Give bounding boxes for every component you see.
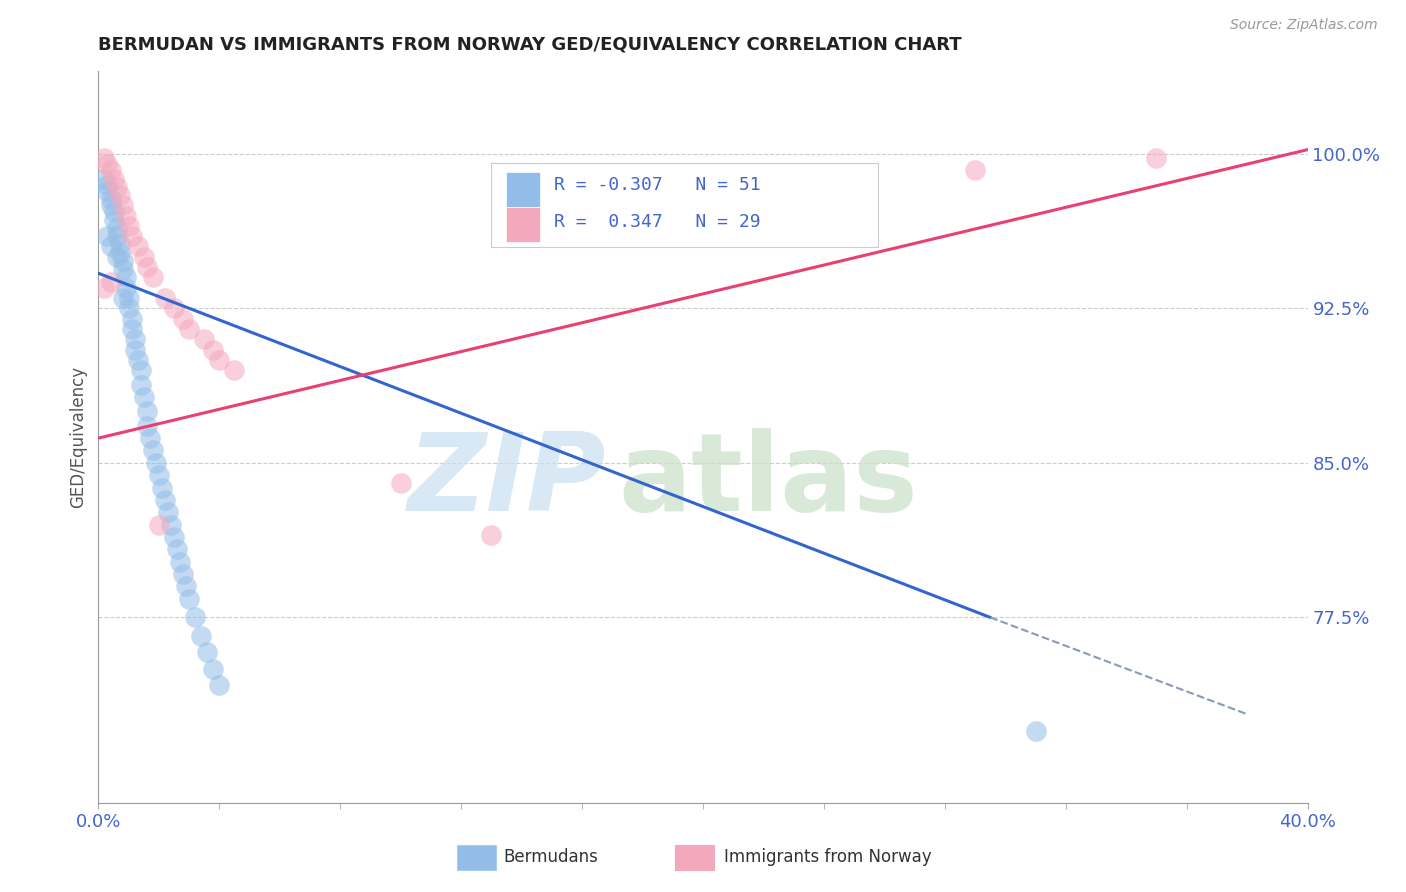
Point — [114, 209, 136, 223]
Point — [965, 163, 987, 178]
Text: R = -0.307   N = 51: R = -0.307 N = 51 — [554, 176, 761, 194]
Point — [135, 260, 157, 274]
Point — [96, 178, 118, 192]
Point — [118, 301, 141, 316]
Point — [389, 476, 412, 491]
Point — [156, 505, 179, 519]
Text: Immigrants from Norway: Immigrants from Norway — [724, 848, 932, 866]
Point — [108, 237, 131, 252]
Point — [190, 629, 212, 643]
Point — [135, 404, 157, 418]
Point — [111, 254, 134, 268]
Point — [139, 431, 162, 445]
Point — [105, 250, 128, 264]
Point — [208, 352, 231, 367]
Point — [193, 332, 215, 346]
Point — [100, 163, 122, 178]
Point — [172, 311, 194, 326]
Point — [174, 579, 197, 593]
Point — [1144, 151, 1167, 165]
Point — [153, 291, 176, 305]
Point — [108, 245, 131, 260]
Point — [105, 229, 128, 244]
Text: Bermudans: Bermudans — [503, 848, 598, 866]
Point — [163, 530, 186, 544]
Point — [142, 443, 165, 458]
Point — [114, 270, 136, 285]
Text: BERMUDAN VS IMMIGRANTS FROM NORWAY GED/EQUIVALENCY CORRELATION CHART: BERMUDAN VS IMMIGRANTS FROM NORWAY GED/E… — [98, 36, 962, 54]
Point — [100, 239, 122, 253]
Point — [481, 528, 503, 542]
Point — [224, 363, 246, 377]
Point — [172, 567, 194, 582]
Point — [148, 517, 170, 532]
Bar — [506, 171, 540, 207]
Point — [177, 591, 201, 606]
Point — [105, 221, 128, 235]
Point — [202, 662, 225, 676]
Point — [184, 610, 207, 624]
Point — [129, 363, 152, 377]
Text: ZIP: ZIP — [408, 428, 606, 534]
Text: Source: ZipAtlas.com: Source: ZipAtlas.com — [1230, 18, 1378, 32]
Point — [202, 343, 225, 357]
Point — [148, 468, 170, 483]
Point — [114, 281, 136, 295]
Point — [100, 192, 122, 206]
Point — [96, 157, 118, 171]
Point — [166, 542, 188, 557]
Point — [121, 311, 143, 326]
Point — [1024, 723, 1046, 738]
Point — [150, 481, 173, 495]
Point — [93, 281, 115, 295]
Point — [96, 229, 118, 244]
Point — [124, 332, 146, 346]
Point — [111, 291, 134, 305]
Point — [132, 250, 155, 264]
Point — [121, 229, 143, 244]
Point — [177, 322, 201, 336]
Point — [129, 377, 152, 392]
Point — [160, 517, 183, 532]
Point — [127, 352, 149, 367]
Point — [208, 678, 231, 692]
Point — [118, 219, 141, 233]
Point — [103, 171, 125, 186]
Point — [108, 188, 131, 202]
Point — [103, 204, 125, 219]
Point — [153, 492, 176, 507]
Point — [195, 645, 218, 659]
Point — [142, 270, 165, 285]
Point — [111, 262, 134, 277]
Point — [124, 343, 146, 357]
Point — [169, 555, 191, 569]
Point — [163, 301, 186, 316]
Bar — [506, 207, 540, 242]
Point — [145, 456, 167, 470]
Point — [100, 198, 122, 212]
Point — [135, 418, 157, 433]
Point — [132, 390, 155, 404]
Y-axis label: GED/Equivalency: GED/Equivalency — [69, 366, 87, 508]
Point — [103, 212, 125, 227]
Point — [121, 322, 143, 336]
Point — [105, 179, 128, 194]
Point — [118, 291, 141, 305]
FancyBboxPatch shape — [492, 162, 879, 247]
Text: atlas: atlas — [619, 428, 918, 534]
Text: R =  0.347   N = 29: R = 0.347 N = 29 — [554, 212, 761, 230]
Point — [111, 198, 134, 212]
Point — [93, 151, 115, 165]
Point — [127, 239, 149, 253]
Point — [100, 275, 122, 289]
Point — [93, 171, 115, 186]
Point — [96, 184, 118, 198]
